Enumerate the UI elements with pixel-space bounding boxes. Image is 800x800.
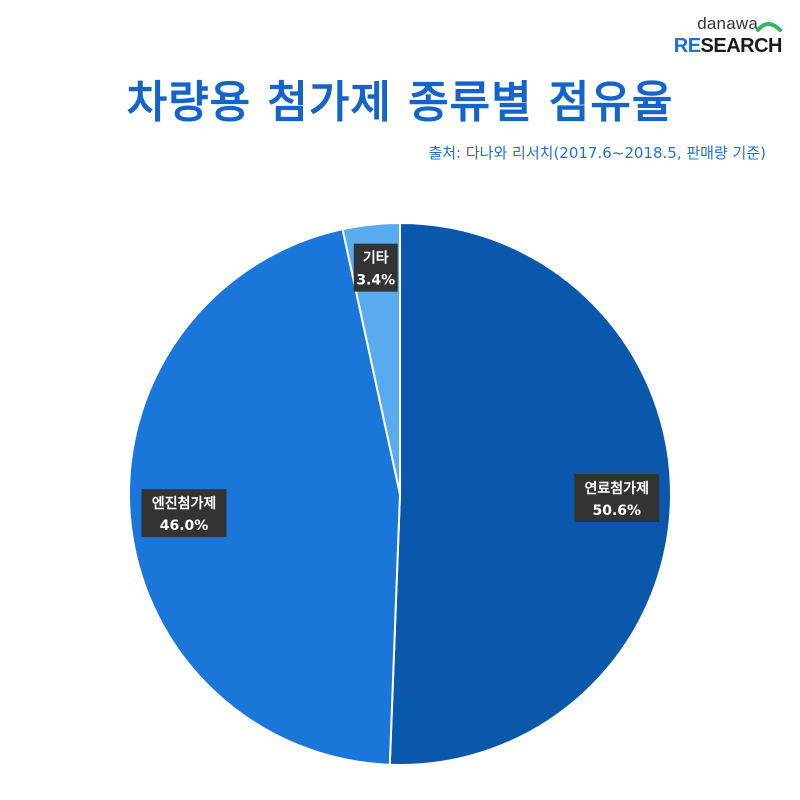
slice-category-label: 엔진첨가제: [152, 495, 216, 512]
slice-value-label: 50.6%: [592, 503, 641, 519]
pie-slice-2: [128, 227, 402, 766]
slice-label-2: 엔진첨가제 46.0%: [141, 489, 227, 538]
slice-category-label: 기타: [363, 251, 389, 267]
danawa-research-logo: danawa RESEARCH: [672, 14, 783, 60]
source-note: 출처: 다나와 리서치(2017.6~2018.5, 판매량 기준): [428, 144, 766, 162]
slice-label-1: 연료첨가제 50.6%: [574, 474, 660, 523]
logo-swoosh-icon: [756, 22, 782, 32]
slice-label-3: 기타 3.4%: [353, 243, 398, 292]
pie-slice-1: [388, 221, 673, 766]
slice-value-label: 3.4%: [356, 273, 395, 289]
logo-danawa-text: danawa: [697, 14, 758, 33]
logo-research-text: RESEARCH: [673, 35, 783, 57]
slice-category-label: 연료첨가제: [585, 481, 649, 497]
page-title: 차량용 첨가제 종류별 점유율: [126, 77, 674, 128]
slice-value-label: 46.0%: [160, 518, 209, 534]
